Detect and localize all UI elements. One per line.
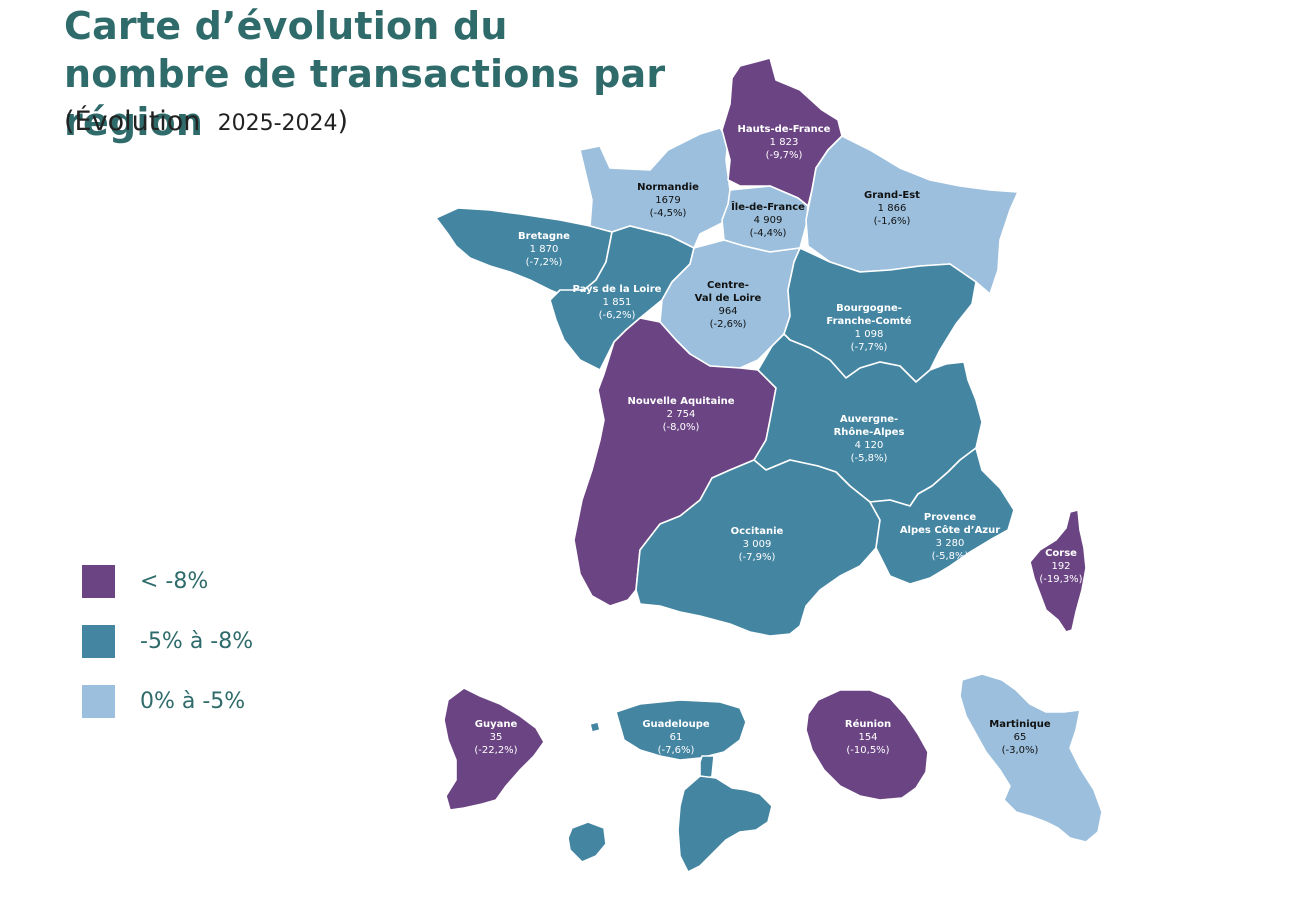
label-occitanie: Occitanie 3 009 (-7,9%) bbox=[731, 526, 784, 563]
label-hdf-value: 1 823 bbox=[770, 137, 799, 148]
label-bfc-name-2: Franche-Comté bbox=[826, 315, 911, 327]
map-subtitle: (Évolution 2025-2024) bbox=[64, 106, 348, 137]
label-occitanie-change: (-7,9%) bbox=[739, 552, 776, 563]
label-grandest-name: Grand-Est bbox=[864, 190, 920, 201]
region-paca[interactable] bbox=[869, 447, 1015, 585]
label-guadeloupe: Guadeloupe 61 (-7,6%) bbox=[642, 719, 710, 756]
label-idf-value: 4 909 bbox=[754, 215, 783, 226]
region-guadeloupe-west-islet[interactable] bbox=[567, 821, 607, 863]
label-paca-name-1: Provence bbox=[924, 512, 976, 523]
label-ara: Auvergne- Rhône-Alpes 4 120 (-5,8%) bbox=[834, 414, 905, 464]
label-corse-name: Corse bbox=[1045, 548, 1077, 559]
map-title: Carte d’évolution du nombre de transacti… bbox=[64, 4, 666, 144]
label-na-value: 2 754 bbox=[667, 409, 696, 420]
legend-label-light: 0% à -5% bbox=[140, 688, 246, 714]
legend-item-light: 0% à -5% bbox=[82, 684, 253, 718]
label-martinique: Martinique 65 (-3,0%) bbox=[989, 719, 1051, 756]
label-guyane-change: (-22,2%) bbox=[474, 745, 517, 756]
label-grandest-value: 1 866 bbox=[878, 203, 907, 214]
label-pdl-name: Pays de la Loire bbox=[573, 284, 662, 295]
label-corse: Corse 192 (-19,3%) bbox=[1039, 548, 1082, 585]
label-guyane-value: 35 bbox=[490, 732, 503, 743]
region-martinique[interactable] bbox=[959, 673, 1103, 843]
region-guadeloupe-south[interactable] bbox=[677, 775, 773, 873]
label-guyane-name: Guyane bbox=[475, 719, 518, 730]
label-guyane: Guyane 35 (-22,2%) bbox=[474, 719, 517, 756]
label-na-name: Nouvelle Aquitaine bbox=[627, 396, 734, 407]
region-occitanie[interactable] bbox=[635, 459, 881, 637]
label-na: Nouvelle Aquitaine 2 754 (-8,0%) bbox=[627, 396, 734, 433]
label-normandie-change: (-4,5%) bbox=[650, 208, 687, 219]
region-cvl[interactable] bbox=[659, 239, 801, 369]
label-idf-name: Île-de-France bbox=[731, 200, 805, 213]
label-idf-change: (-4,4%) bbox=[750, 228, 787, 239]
label-reunion: Réunion 154 (-10,5%) bbox=[845, 718, 891, 756]
label-paca-name-2: Alpes Côte d’Azur bbox=[900, 524, 1000, 536]
label-occitanie-value: 3 009 bbox=[743, 539, 772, 550]
label-bretagne-value: 1 870 bbox=[530, 244, 559, 255]
label-na-change: (-8,0%) bbox=[663, 422, 700, 433]
subtitle-prefix: (Évolution bbox=[64, 106, 201, 137]
label-ara-name-2: Rhône-Alpes bbox=[834, 426, 905, 438]
label-occitanie-name: Occitanie bbox=[731, 526, 784, 537]
subtitle-suffix: ) bbox=[337, 106, 349, 137]
label-bfc-value: 1 098 bbox=[855, 329, 884, 340]
label-bfc: Bourgogne- Franche-Comté 1 098 (-7,7%) bbox=[826, 303, 911, 353]
region-corse[interactable] bbox=[1029, 509, 1087, 633]
label-reunion-change: (-10,5%) bbox=[846, 745, 889, 756]
label-normandie-value: 1679 bbox=[655, 195, 680, 206]
label-hdf-change: (-9,7%) bbox=[766, 150, 803, 161]
label-ara-value: 4 120 bbox=[855, 440, 884, 451]
label-pdl: Pays de la Loire 1 851 (-6,2%) bbox=[573, 284, 662, 321]
region-guadeloupe-small-islet[interactable] bbox=[589, 721, 601, 733]
label-cvl: Centre- Val de Loire 964 (-2,6%) bbox=[695, 280, 762, 330]
label-grandest: Grand-Est 1 866 (-1,6%) bbox=[864, 190, 920, 227]
label-corse-value: 192 bbox=[1051, 561, 1070, 572]
label-grandest-change: (-1,6%) bbox=[874, 216, 911, 227]
label-bfc-change: (-7,7%) bbox=[851, 342, 888, 353]
label-cvl-value: 964 bbox=[718, 306, 737, 317]
label-guadeloupe-change: (-7,6%) bbox=[658, 745, 695, 756]
legend-item-dark: < -8% bbox=[82, 564, 253, 598]
label-guadeloupe-value: 61 bbox=[670, 732, 683, 743]
region-guadeloupe-north[interactable] bbox=[615, 699, 747, 761]
region-reunion[interactable] bbox=[805, 689, 929, 801]
label-reunion-name: Réunion bbox=[845, 718, 891, 730]
label-paca: Provence Alpes Côte d’Azur 3 280 (-5,8%) bbox=[900, 512, 1000, 562]
legend-label-dark: < -8% bbox=[140, 568, 209, 594]
label-bfc-name-1: Bourgogne- bbox=[836, 303, 902, 314]
label-hdf-name: Hauts-de-France bbox=[738, 124, 831, 135]
label-pdl-value: 1 851 bbox=[603, 297, 632, 308]
label-guadeloupe-name: Guadeloupe bbox=[642, 719, 710, 730]
label-bretagne-change: (-7,2%) bbox=[526, 257, 563, 268]
subtitle-years: 2025-2024 bbox=[217, 111, 338, 136]
label-paca-change: (-5,8%) bbox=[932, 551, 969, 562]
label-idf: Île-de-France 4 909 (-4,4%) bbox=[731, 200, 805, 239]
region-guyane[interactable] bbox=[443, 687, 545, 811]
label-ara-name-1: Auvergne- bbox=[840, 414, 898, 425]
label-bretagne: Bretagne 1 870 (-7,2%) bbox=[518, 231, 570, 268]
legend-swatch-mid bbox=[82, 624, 115, 658]
label-martinique-change: (-3,0%) bbox=[1002, 745, 1039, 756]
label-normandie: Normandie 1679 (-4,5%) bbox=[637, 182, 699, 219]
legend-label-mid: -5% à -8% bbox=[140, 628, 254, 654]
legend-item-mid: -5% à -8% bbox=[82, 624, 254, 658]
legend: < -8% -5% à -8% 0% à -5% bbox=[82, 564, 254, 745]
label-cvl-name-2: Val de Loire bbox=[695, 293, 762, 304]
label-paca-value: 3 280 bbox=[936, 538, 965, 549]
legend-swatch-light bbox=[82, 684, 115, 718]
label-cvl-change: (-2,6%) bbox=[710, 319, 747, 330]
label-normandie-name: Normandie bbox=[637, 182, 699, 193]
label-corse-change: (-19,3%) bbox=[1039, 574, 1082, 585]
label-martinique-name: Martinique bbox=[989, 719, 1051, 730]
label-martinique-value: 65 bbox=[1014, 732, 1027, 743]
label-cvl-name-1: Centre- bbox=[707, 280, 749, 291]
label-reunion-value: 154 bbox=[858, 732, 877, 743]
label-hdf: Hauts-de-France 1 823 (-9,7%) bbox=[738, 124, 831, 161]
label-pdl-change: (-6,2%) bbox=[599, 310, 636, 321]
label-bretagne-name: Bretagne bbox=[518, 231, 570, 242]
label-ara-change: (-5,8%) bbox=[851, 453, 888, 464]
legend-swatch-dark bbox=[82, 564, 115, 598]
